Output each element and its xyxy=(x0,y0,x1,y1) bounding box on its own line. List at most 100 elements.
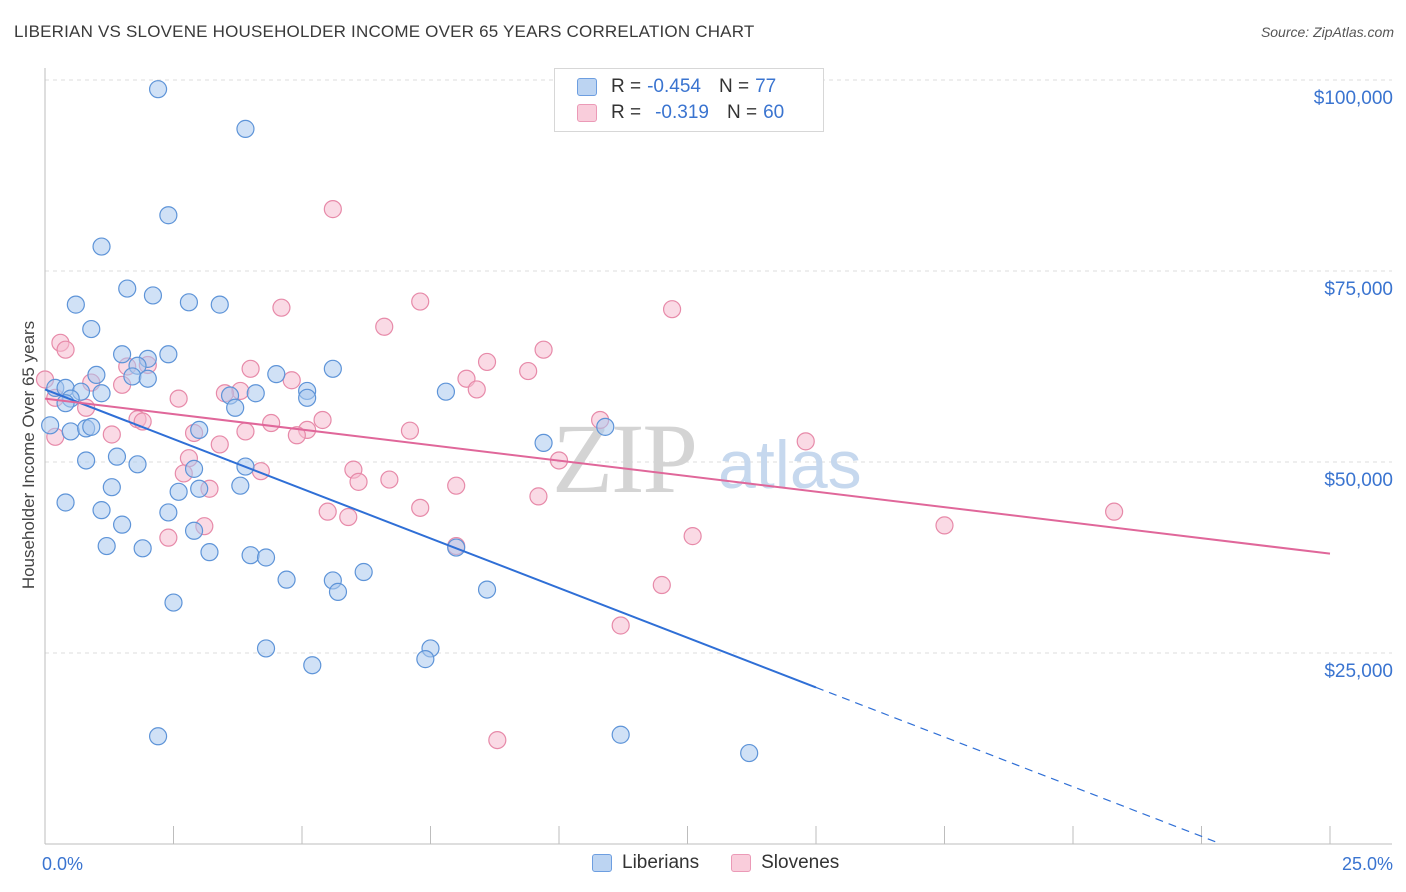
legend-swatch-blue xyxy=(577,78,597,96)
liberian-point xyxy=(82,319,101,339)
legend-n-label: N = xyxy=(718,76,750,97)
liberian-point xyxy=(92,237,111,256)
liberian-point xyxy=(82,417,101,436)
legend-swatch-blue xyxy=(592,854,612,872)
slovene-point xyxy=(262,413,281,433)
slovene-point xyxy=(102,425,121,444)
slovene-point xyxy=(241,359,260,378)
slovene-point xyxy=(529,487,548,506)
liberian-point xyxy=(118,279,137,298)
liberian-point xyxy=(143,286,163,305)
slovene-point xyxy=(169,389,188,408)
liberian-point xyxy=(159,503,178,522)
liberian-point xyxy=(246,384,265,403)
slovene-point xyxy=(272,298,291,317)
liberian-point xyxy=(611,725,630,744)
liberian-point xyxy=(112,515,132,534)
x-tick-label: 25.0% xyxy=(1342,854,1393,874)
liberian-point xyxy=(231,476,250,495)
liberian-point xyxy=(159,345,178,364)
liberian-point xyxy=(107,447,127,466)
slovene-point xyxy=(467,380,486,399)
slovene-point xyxy=(488,730,507,750)
liberian-point xyxy=(128,455,147,474)
liberian-point xyxy=(190,479,209,498)
liberian-point xyxy=(138,369,157,388)
slovene-trend-line xyxy=(44,397,1331,555)
liberian-point xyxy=(77,451,96,470)
liberian-point xyxy=(740,743,759,763)
labels-layer: $25,000 $50,000 $75,000 $100,000 0.0% 25.0% xyxy=(42,88,1393,874)
slovene-point xyxy=(683,527,702,546)
slovene-point xyxy=(159,528,178,547)
slovene-point xyxy=(534,340,553,359)
liberian-point xyxy=(123,367,142,386)
legend-n-value: 60 xyxy=(763,102,785,123)
slovene-point xyxy=(56,340,75,359)
liberian-point xyxy=(200,543,219,562)
legend-label-slovenes: Slovenes xyxy=(761,852,840,873)
liberian-point xyxy=(164,593,183,612)
slovene-point xyxy=(652,575,671,595)
y-tick-label: $50,000 xyxy=(1324,470,1393,491)
slovene-point xyxy=(349,472,368,491)
series-legend: Liberians Slovenes xyxy=(592,852,871,874)
legend-label-liberians: Liberians xyxy=(622,852,700,873)
y-axis-label: Householder Income Over 65 years xyxy=(19,321,38,589)
legend-r-label: R = xyxy=(611,102,642,123)
liberian-point xyxy=(267,365,286,384)
liberian-point xyxy=(41,416,60,435)
watermark: ZIP atlas xyxy=(552,403,862,514)
slovene-point xyxy=(935,516,954,535)
trend-layer xyxy=(44,388,1331,843)
liberian-point xyxy=(102,478,121,497)
slovene-point xyxy=(323,200,342,219)
slovene-point xyxy=(411,498,430,517)
legend-swatch-pink xyxy=(577,104,597,122)
liberian-point xyxy=(256,639,276,658)
liberian-point xyxy=(354,562,373,582)
liberian-point xyxy=(226,398,245,417)
slovene-point xyxy=(318,502,337,521)
slovene-point xyxy=(400,421,420,440)
points-layer xyxy=(35,80,1124,763)
slovene-point xyxy=(313,410,332,430)
liberian-point xyxy=(303,656,322,675)
slovene-point xyxy=(375,317,394,336)
liberian-point xyxy=(87,365,106,385)
legend-item-liberians: Liberians xyxy=(592,852,699,874)
liberian-point xyxy=(92,384,111,403)
legend-r-label: R = xyxy=(611,76,642,97)
liberian-point xyxy=(133,539,152,558)
x-tick-label: 0.0% xyxy=(42,854,83,874)
slovene-point xyxy=(287,426,306,445)
liberian-point xyxy=(56,493,75,512)
liberian-point xyxy=(92,501,111,520)
legend-swatch-pink xyxy=(731,854,752,872)
liberian-point xyxy=(148,727,168,746)
watermark-zip: ZIP xyxy=(552,403,696,514)
legend-r-value: -0.454 xyxy=(647,76,701,97)
legend-row-liberians: R = -0.454 N = 77 xyxy=(577,75,776,99)
liberian-point xyxy=(210,295,229,314)
source-note: Source: ZipAtlas.com xyxy=(1260,24,1394,40)
slovene-point xyxy=(1105,502,1124,521)
slovene-point xyxy=(411,292,430,311)
legend-r-value: -0.319 xyxy=(655,102,709,123)
liberian-point xyxy=(596,417,615,436)
slovene-point xyxy=(796,432,815,451)
slovene-point xyxy=(236,422,255,441)
liberian-point xyxy=(159,206,178,225)
chart-title: LIBERIAN VS SLOVENE HOUSEHOLDER INCOME O… xyxy=(14,22,755,41)
y-tick-label: $100,000 xyxy=(1314,88,1393,109)
liberian-point xyxy=(298,388,317,407)
liberian-point xyxy=(256,548,276,567)
legend-n-label: N = xyxy=(726,102,758,123)
liberian-point xyxy=(534,433,553,452)
liberian-point xyxy=(436,382,456,401)
liberian-point xyxy=(61,422,80,441)
liberian-point xyxy=(179,293,199,312)
slovene-point xyxy=(447,476,466,495)
slovene-point xyxy=(611,616,630,635)
